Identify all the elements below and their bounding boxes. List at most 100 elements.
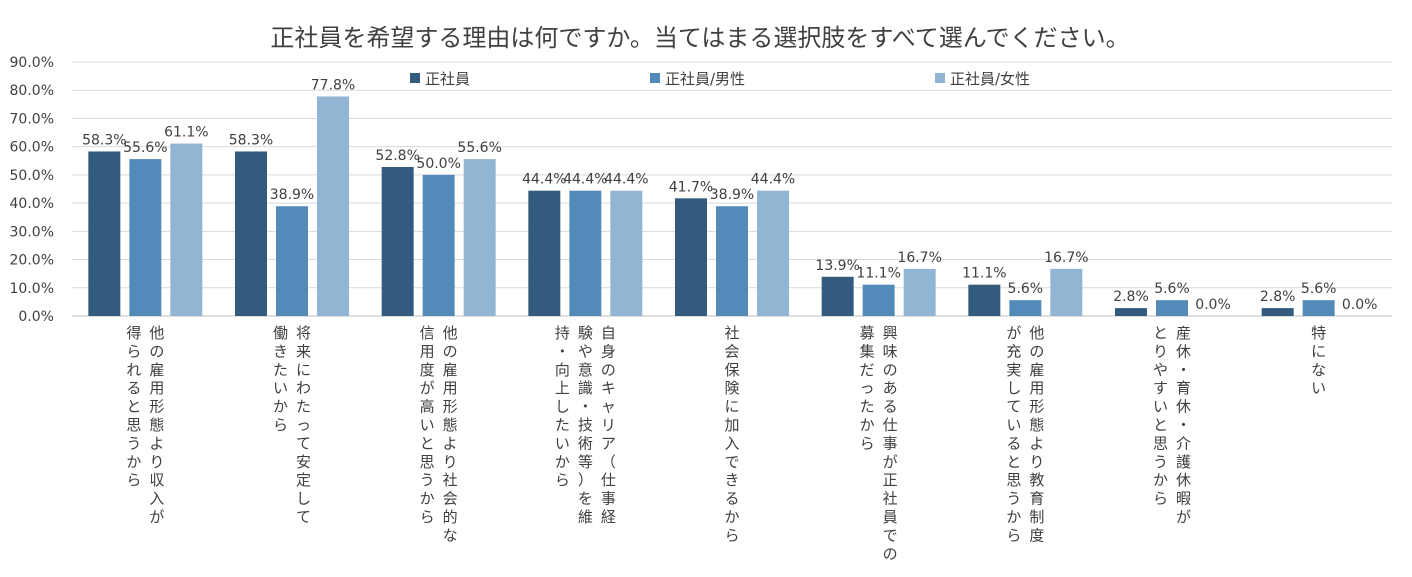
data-label: 16.7% <box>897 250 941 266</box>
legend-label: 正社員/女性 <box>950 70 1030 88</box>
data-label: 13.9% <box>815 258 859 274</box>
data-label: 77.8% <box>311 77 355 93</box>
bar <box>862 284 895 316</box>
bar <box>381 166 414 316</box>
category-label-line: 自身のキャリア（仕事経 <box>601 324 616 526</box>
data-label: 38.9% <box>270 187 314 203</box>
data-label: 58.3% <box>229 132 273 148</box>
bar <box>1009 300 1042 316</box>
data-label: 61.1% <box>164 125 208 141</box>
bar <box>235 151 267 316</box>
data-label: 44.4% <box>563 172 607 188</box>
data-label: 44.4% <box>522 172 566 188</box>
data-label: 5.6% <box>1301 281 1337 297</box>
y-tick-label: 60.0% <box>10 140 54 156</box>
legend-swatch <box>410 73 420 83</box>
category-label-line: 産休・育休・介護休暇が <box>1176 324 1191 526</box>
legend-swatch <box>650 73 660 83</box>
y-tick-label: 20.0% <box>10 253 54 269</box>
data-label: 0.0% <box>1195 297 1231 313</box>
data-labels: 58.3%55.6%61.1% 58.3%38.9%77.8%52.8%50.0%… <box>82 77 1377 313</box>
data-label: 44.4% <box>604 172 648 188</box>
y-tick-label: 0.0% <box>18 309 54 325</box>
bar <box>129 159 162 316</box>
bar <box>1261 308 1294 316</box>
bar <box>610 190 643 316</box>
bar <box>88 151 121 316</box>
data-label: 50.0% <box>416 156 460 172</box>
category-label-line: が充実していると思うから <box>1006 324 1021 544</box>
bar <box>1115 308 1147 316</box>
data-label: 55.6% <box>123 140 167 156</box>
bar <box>968 284 1001 316</box>
y-tick-label: 40.0% <box>10 196 54 212</box>
category-label-line: 募集だったから <box>860 324 875 452</box>
y-tick-label: 10.0% <box>10 281 54 297</box>
data-label: 5.6% <box>1154 281 1190 297</box>
chart-title: 正社員を希望する理由は何ですか。当てはまる選択肢をすべて選んでください。 <box>270 24 1129 52</box>
category-label-line: とりやすいと思うから <box>1153 324 1168 508</box>
bar <box>821 276 854 316</box>
legend-swatch <box>935 73 945 83</box>
y-tick-label: 80.0% <box>10 83 54 99</box>
bar <box>276 206 308 316</box>
category-label-line: 験や意識・技術等）を維 <box>578 324 593 526</box>
legend-label: 正社員/男性 <box>665 70 745 88</box>
data-label: 41.7% <box>669 179 713 195</box>
bar <box>903 268 936 316</box>
y-tick-label: 90.0% <box>10 55 54 71</box>
category-label-line: 得られると思うから <box>126 324 141 489</box>
bar <box>757 190 789 316</box>
y-tick-label: 30.0% <box>10 224 54 240</box>
data-label: 52.8% <box>375 148 419 164</box>
bar <box>317 96 349 316</box>
bar <box>422 174 455 316</box>
data-label: 58.3% <box>82 132 126 148</box>
category-label-line: 社会保険に加入できるから <box>724 324 739 544</box>
category-label: 特にない <box>1311 324 1326 397</box>
data-label: 44.4% <box>751 172 795 188</box>
category-label-line: 信用度が高いと思うから <box>420 324 435 526</box>
category-label-line: 他の雇用形態より教育制度 <box>1029 324 1044 544</box>
category-label: 社会保険に加入できるから <box>724 324 739 544</box>
category-label-line: 特にない <box>1311 324 1326 397</box>
y-tick-label: 50.0% <box>10 168 54 184</box>
data-label: 2.8% <box>1260 289 1296 305</box>
category-label-line: 他の雇用形態より収入が <box>149 324 164 526</box>
category-label-line: 興味のある仕事が正社員での <box>883 324 898 563</box>
bar <box>1156 300 1188 316</box>
category-label-line: 働きたいから <box>273 324 288 434</box>
bar <box>569 190 602 316</box>
category-label-line: 持・向上したいから <box>555 324 570 489</box>
bar <box>675 198 707 316</box>
data-label: 11.1% <box>856 266 900 282</box>
bar <box>463 159 496 316</box>
category-label-line: 他の雇用形態より社会的な <box>443 324 458 544</box>
bar <box>170 143 203 316</box>
bar <box>528 190 561 316</box>
bar <box>1050 268 1083 316</box>
data-label: 2.8% <box>1113 289 1149 305</box>
y-tick-label: 70.0% <box>10 111 54 127</box>
y-axis-ticks: 0.0% 10.0% 20.0% 30.0% 40.0% 50.0% 60.0% 70.0% 8… <box>10 55 54 325</box>
data-label: 16.7% <box>1044 250 1088 266</box>
data-label: 55.6% <box>457 140 501 156</box>
legend-label: 正社員 <box>425 70 470 88</box>
data-label: 38.9% <box>710 187 754 203</box>
legend: 正社員 正社員/男性 正社員/女性 <box>410 70 1030 88</box>
bar <box>716 206 748 316</box>
data-label: 0.0% <box>1342 297 1378 313</box>
data-label: 11.1% <box>962 266 1006 282</box>
bars <box>88 96 1335 316</box>
bar <box>1302 300 1335 316</box>
